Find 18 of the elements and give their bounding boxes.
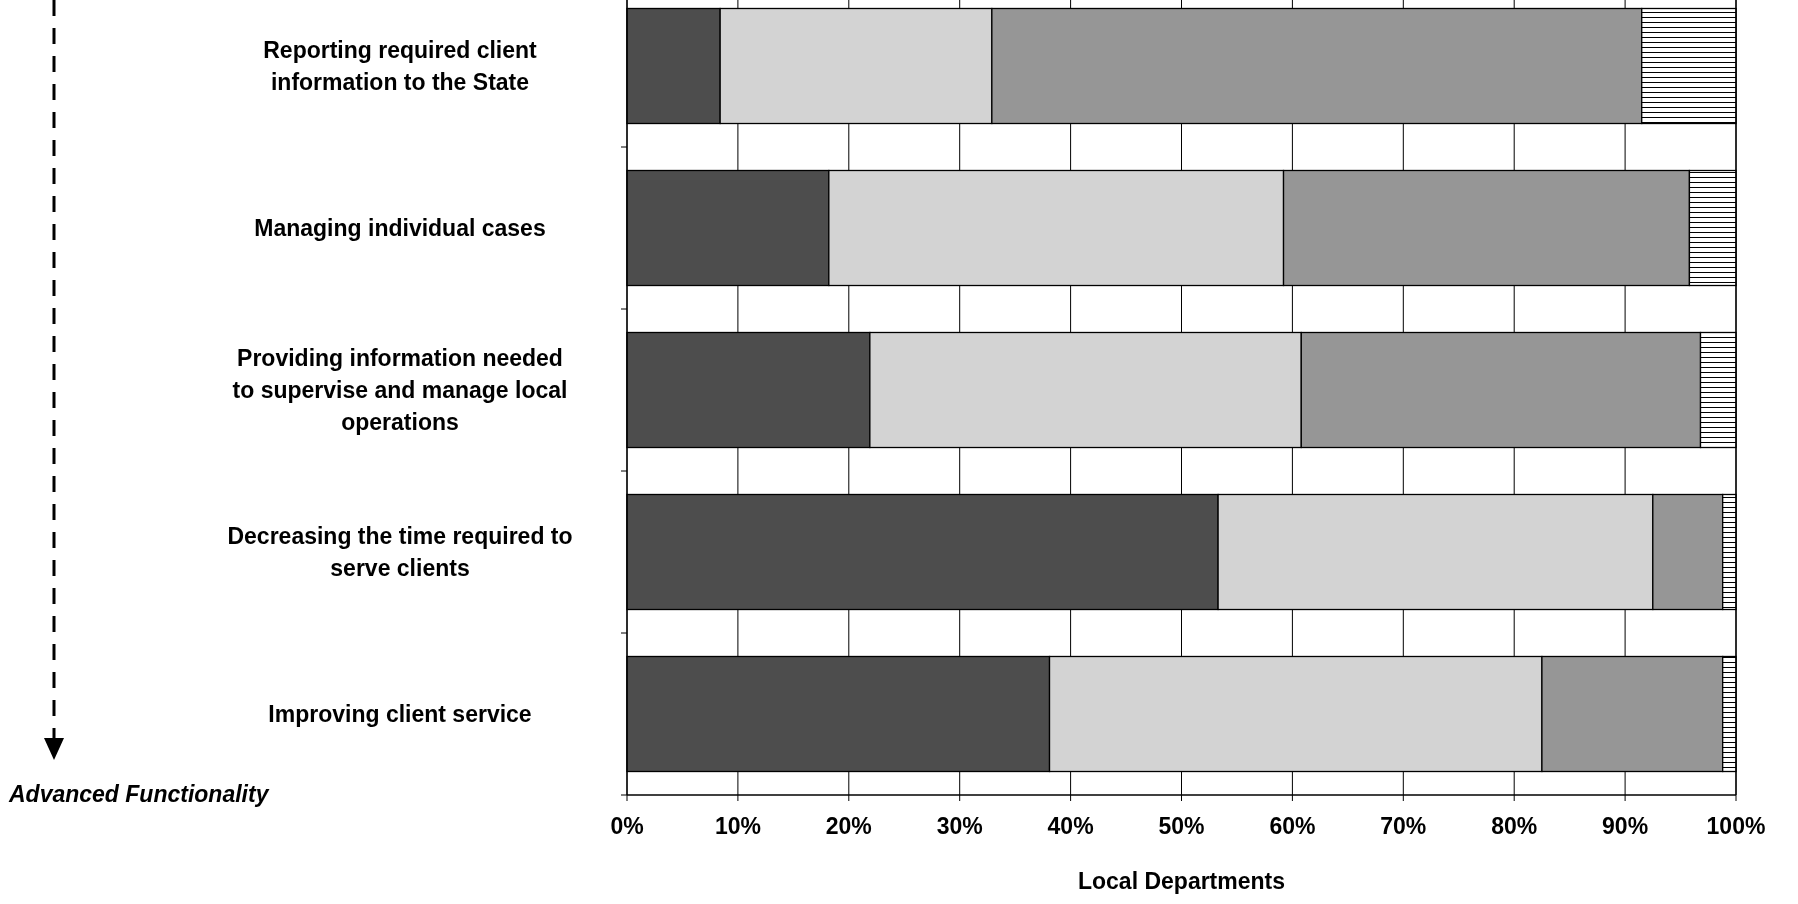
x-tick-label: 50% [1158, 813, 1205, 839]
y-tick-label: Improving client service [268, 701, 532, 727]
x-tick-label: 80% [1491, 813, 1538, 839]
x-tick-label: 10% [714, 813, 761, 839]
x-tick-label: 60% [1269, 813, 1316, 839]
x-tick-label: 40% [1047, 813, 1094, 839]
x-tick-label: 30% [936, 813, 983, 839]
text: Advanced Functionality [8, 781, 270, 807]
y-tick-label: Reporting required client information to the State [263, 37, 538, 95]
x-tick-label: 100% [1706, 813, 1766, 839]
x-tick-label: 20% [825, 813, 872, 839]
x-axis-title: Local Departments [1077, 868, 1286, 894]
y-tick-label: Decreasing the time required to serve clients [227, 523, 573, 581]
x-tick-label: 0% [610, 813, 644, 839]
y-tick-label: Managing individual cases [254, 215, 546, 241]
x-tick-label: 70% [1380, 813, 1427, 839]
x-tick-label: 90% [1602, 813, 1649, 839]
y-tick-label: Providing information needed to supervise and manage local operations [232, 345, 568, 435]
